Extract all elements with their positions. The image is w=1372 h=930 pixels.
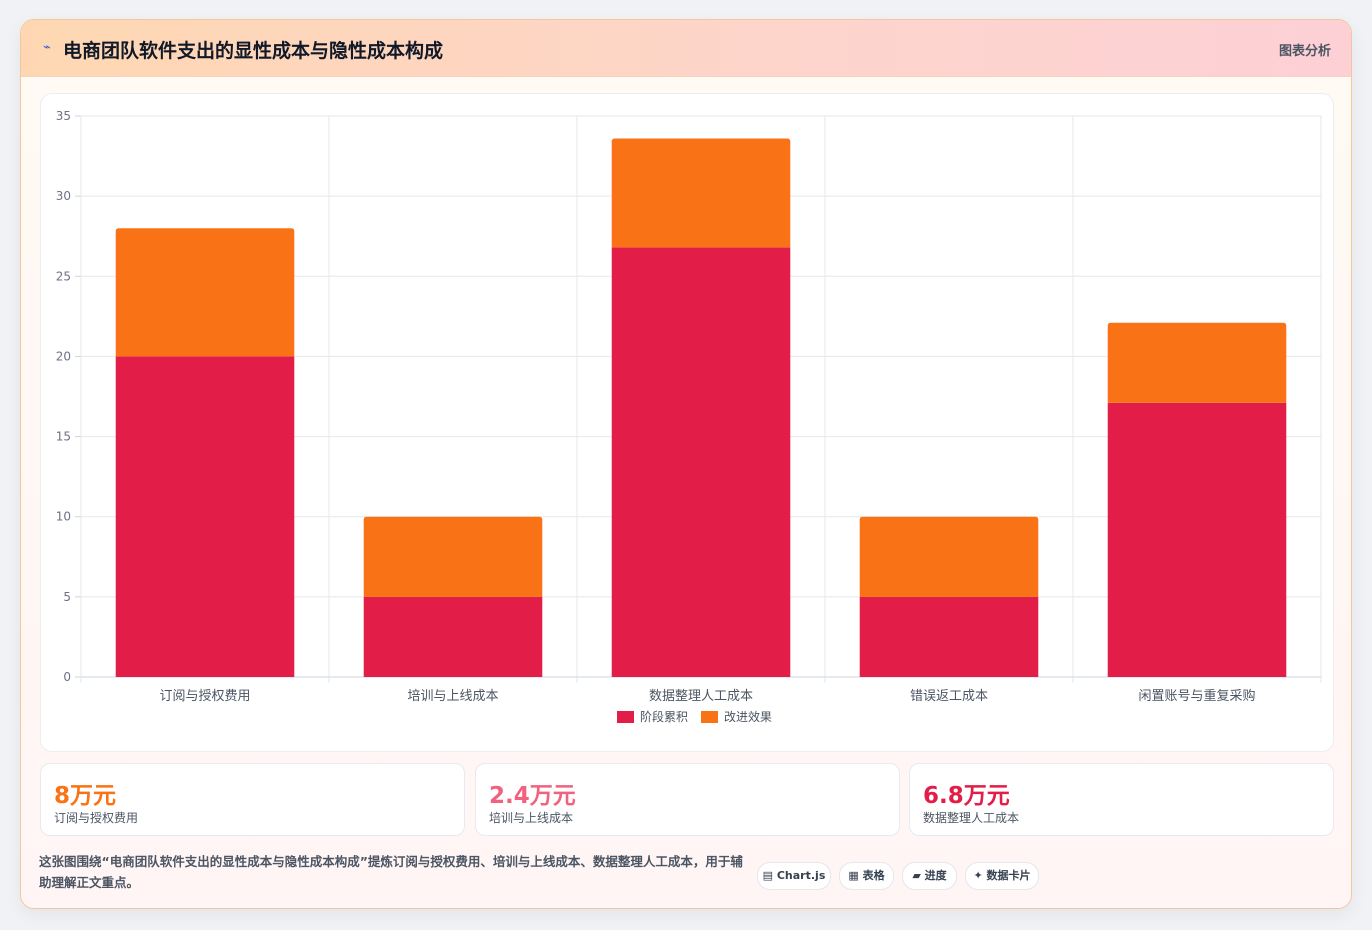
chart-panel: 0 5 10 15 20 25 30 35 订阅与授权费用 培训与上线成本 数据整理人工成本 错误返… xyxy=(40,93,1334,752)
x-axis-ticks: 订阅与授权费用 培训与上线成本 数据整理人工成本 错误返工成本 闲置账号与重复采购 xyxy=(159,688,1255,704)
chip-data-cards[interactable]: ✦ 数据卡片 xyxy=(965,862,1039,890)
chart-bars xyxy=(115,138,1287,678)
stat-label: 订阅与授权费用 xyxy=(54,811,139,825)
stat-label: 培训与上线成本 xyxy=(489,811,574,825)
x-tick-label: 订阅与授权费用 xyxy=(159,688,250,704)
chart-description: 这张图围绕“电商团队软件支出的显性成本与隐性成本构成”提炼订阅与授权费用、培训与… xyxy=(39,854,743,890)
x-tick-label: 数据整理人工成本 xyxy=(649,689,753,704)
stat-card-training: 2.4万元 培训与上线成本 xyxy=(475,763,900,836)
stat-card-data-labor: 6.8万元 数据整理人工成本 xyxy=(909,763,1334,836)
bar-segment xyxy=(363,596,543,677)
y-tick-label: 25 xyxy=(56,269,71,283)
chart-legend: 阶段累积 改进效果 xyxy=(617,709,772,724)
x-tick-label: 错误返工成本 xyxy=(910,689,988,704)
bar-segment xyxy=(859,516,1039,597)
stat-card-subscription: 8万元 订阅与授权费用 xyxy=(40,763,465,836)
legend-label: 阶段累积 xyxy=(640,709,688,724)
chip-label: 进度 xyxy=(924,869,947,882)
chip-label: 数据卡片 xyxy=(986,869,1031,882)
legend-swatch xyxy=(617,711,634,723)
stat-value: 6.8万元 xyxy=(923,783,1010,809)
y-tick-label: 35 xyxy=(56,109,71,123)
chip-label: 表格 xyxy=(862,869,885,882)
chart-icon: ▤ xyxy=(762,869,774,882)
y-tick-label: 0 xyxy=(63,670,71,684)
card-header: ⌁ 电商团队软件支出的显性成本与隐性成本构成 图表分析 xyxy=(21,20,1351,77)
bar-segment xyxy=(611,247,791,678)
chip-label: Chart.js xyxy=(776,869,826,882)
bar-segment xyxy=(611,138,791,248)
legend-swatch xyxy=(701,711,718,723)
sparkle-icon: ✦ xyxy=(973,869,983,882)
stat-value: 2.4万元 xyxy=(489,783,576,809)
progress-icon: ▰ xyxy=(912,869,921,882)
y-tick-label: 10 xyxy=(56,510,71,524)
chip-table[interactable]: ▦ 表格 xyxy=(839,862,894,890)
bar-segment xyxy=(115,356,295,677)
x-tick-label: 闲置账号与重复采购 xyxy=(1138,688,1255,704)
bar-segment xyxy=(363,516,543,597)
x-tick-label: 培训与上线成本 xyxy=(407,688,498,704)
y-axis-ticks: 0 5 10 15 20 25 30 35 xyxy=(56,109,71,684)
y-tick-label: 5 xyxy=(63,590,71,604)
stat-value: 8万元 xyxy=(54,783,117,809)
y-tick-label: 15 xyxy=(56,430,71,444)
table-icon: ▦ xyxy=(848,869,859,882)
y-tick-label: 30 xyxy=(56,189,71,203)
stat-label: 数据整理人工成本 xyxy=(923,811,1020,825)
y-tick-label: 20 xyxy=(56,349,71,363)
bar-segment xyxy=(859,596,1039,677)
bar-segment xyxy=(1107,322,1287,403)
legend-label: 改进效果 xyxy=(724,709,772,724)
stacked-bar-chart: 0 5 10 15 20 25 30 35 订阅与授权费用 培训与上线成本 数据整理人工成本 错误返… xyxy=(56,109,1322,724)
chart-card: ⌁ 电商团队软件支出的显性成本与隐性成本构成 图表分析 0 5 10 15 20 25 30… xyxy=(20,19,1352,909)
bar-segment xyxy=(1107,402,1287,677)
chip-chartjs[interactable]: ▤ Chart.js xyxy=(757,862,831,890)
pulse-icon: ⌁ xyxy=(43,40,51,55)
chart-analysis-tag: 图表分析 xyxy=(1278,44,1331,59)
bar-segment xyxy=(115,228,295,357)
page-title: 电商团队软件支出的显性成本与隐性成本构成 xyxy=(63,40,444,62)
chip-progress[interactable]: ▰ 进度 xyxy=(902,862,957,890)
